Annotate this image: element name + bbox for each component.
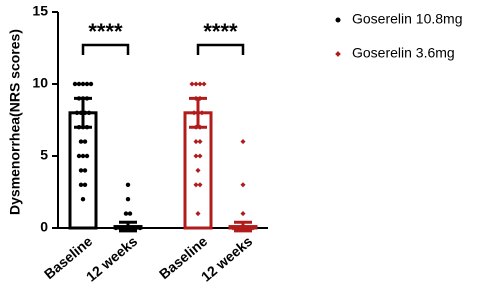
data-point (80, 153, 86, 159)
data-point (125, 225, 131, 231)
y-tick-label: 10 (32, 75, 48, 91)
x-tick-label: 12 weeks (83, 233, 141, 285)
data-point (197, 182, 203, 188)
data-point (193, 153, 199, 159)
data-point (80, 81, 86, 87)
data-point (197, 124, 203, 130)
significance-label: **** (88, 19, 123, 44)
data-point (74, 110, 80, 116)
data-point (250, 225, 256, 231)
data-point (72, 81, 78, 87)
data-point (127, 211, 133, 216)
data-point (82, 182, 88, 187)
data-point (86, 110, 92, 116)
data-point (234, 225, 240, 231)
data-point (76, 153, 82, 159)
legend-label: Goserelin 3.6mg (352, 45, 455, 61)
data-point (78, 110, 84, 116)
data-point (133, 225, 139, 231)
data-point (84, 125, 90, 130)
data-point (230, 225, 236, 231)
data-point (195, 211, 201, 217)
y-tick-label: 5 (40, 147, 48, 163)
data-point (82, 168, 88, 173)
data-point (242, 225, 248, 231)
data-point (76, 96, 82, 101)
data-point (80, 125, 86, 130)
data-point (84, 81, 90, 87)
data-point (82, 110, 88, 116)
data-point (193, 182, 199, 188)
data-point (240, 182, 246, 188)
data-point (201, 81, 207, 87)
data-point (80, 96, 86, 101)
data-point (197, 139, 203, 145)
significance-bracket (81, 43, 130, 55)
data-point (76, 125, 82, 130)
data-point (78, 182, 84, 187)
data-point (129, 225, 135, 231)
y-tick-label: 0 (40, 219, 48, 235)
y-tick-label: 15 (32, 3, 48, 19)
data-point (76, 81, 82, 87)
data-point (78, 139, 84, 144)
x-tick-label: 12 weeks (198, 233, 256, 285)
data-point (246, 225, 252, 231)
data-point (193, 124, 199, 130)
data-point (238, 225, 244, 231)
data-point (193, 139, 199, 145)
data-point (113, 225, 119, 231)
data-point (88, 81, 94, 87)
data-point (125, 182, 131, 187)
data-point (195, 167, 201, 173)
data-point (82, 139, 88, 144)
data-point (84, 153, 90, 159)
significance-label: **** (203, 19, 238, 44)
data-point (78, 168, 84, 173)
data-point (80, 197, 86, 202)
data-point (117, 225, 123, 231)
y-axis-label: Dysmenorrhea(NRS scores) (7, 29, 23, 215)
legend-label: Goserelin 10.8mg (352, 11, 463, 27)
data-point (137, 225, 143, 231)
data-point (240, 139, 246, 145)
data-point (199, 110, 205, 116)
data-point (125, 197, 131, 202)
significance-bracket (196, 43, 245, 55)
legend-marker (335, 17, 341, 23)
data-point (197, 153, 203, 159)
data-point (240, 211, 246, 217)
data-point (84, 96, 90, 101)
legend-marker (335, 51, 341, 57)
data-point (121, 225, 127, 231)
data-point (123, 211, 129, 216)
